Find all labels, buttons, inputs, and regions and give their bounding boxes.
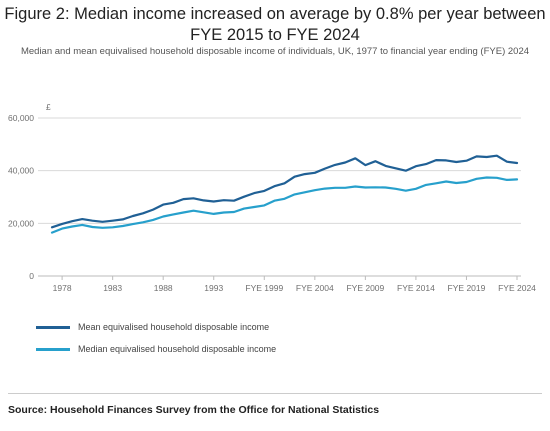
x-tick-label: 1993 bbox=[204, 283, 223, 293]
legend-item-mean: Mean equivalised household disposable in… bbox=[36, 321, 276, 333]
x-tick-label: FYE 1999 bbox=[245, 283, 283, 293]
x-tick-label: FYE 2009 bbox=[346, 283, 384, 293]
x-tick-label: FYE 2004 bbox=[296, 283, 334, 293]
x-tick-label: FYE 2019 bbox=[448, 283, 486, 293]
series-line-mean bbox=[50, 154, 519, 229]
y-tick-label: 60,000 bbox=[8, 113, 34, 123]
x-tick-label: 1983 bbox=[103, 283, 122, 293]
legend-item-median: Median equivalised household disposable … bbox=[36, 343, 276, 355]
legend-label-mean: Mean equivalised household disposable in… bbox=[78, 322, 270, 332]
x-tick-label: FYE 2014 bbox=[397, 283, 435, 293]
y-tick-label: 20,000 bbox=[8, 218, 34, 228]
y-tick-label: 0 bbox=[29, 271, 34, 281]
legend: Mean equivalised household disposable in… bbox=[36, 321, 276, 365]
y-tick-label: 40,000 bbox=[8, 166, 34, 176]
legend-swatch-median bbox=[36, 347, 70, 351]
x-tick-label: FYE 2024 bbox=[498, 283, 536, 293]
divider bbox=[8, 393, 542, 394]
series-line-median bbox=[50, 176, 519, 234]
chart-title: Figure 2: Median income increased on ave… bbox=[4, 5, 546, 44]
line-chart: £ 0 20,000 40,000 60,000 1978 1983 1988 1993 FY… bbox=[8, 102, 536, 293]
legend-label-median: Median equivalised household disposable … bbox=[78, 344, 277, 354]
chart-subtitle: Median and mean equivalised household di… bbox=[20, 46, 530, 57]
source-note: Source: Household Finances Survey from t… bbox=[8, 404, 380, 416]
x-tick-label: 1988 bbox=[154, 283, 173, 293]
y-axis-unit-label: £ bbox=[46, 102, 51, 112]
x-tick-label: 1978 bbox=[53, 283, 72, 293]
legend-swatch-mean bbox=[36, 325, 70, 329]
